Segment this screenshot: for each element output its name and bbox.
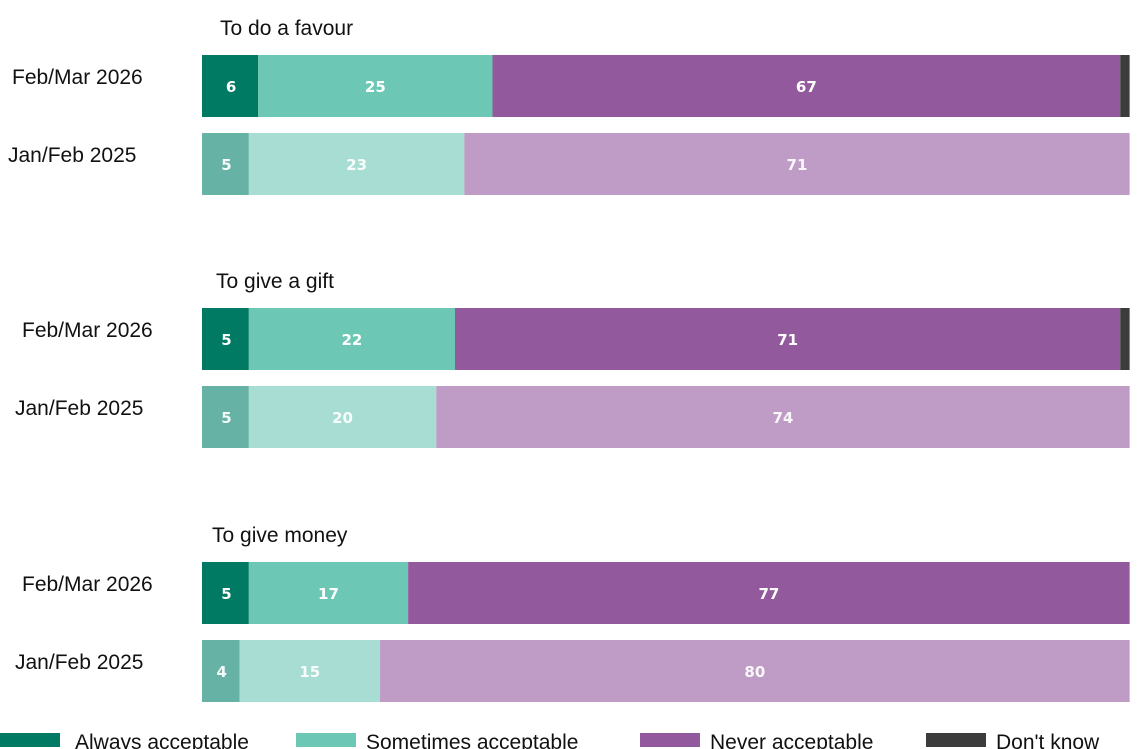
data-label: 77 xyxy=(758,585,779,603)
legend-swatch-never-acceptable xyxy=(640,733,700,747)
data-label: 4 xyxy=(217,663,227,681)
bar-segment-don-t-know xyxy=(1120,55,1130,117)
bar-segment-never-acceptable xyxy=(454,308,1121,370)
bar-segment-always-acceptable xyxy=(202,308,249,370)
data-label: 80 xyxy=(744,663,765,681)
data-label: 6 xyxy=(226,78,236,96)
row-label: Feb/Mar 2026 xyxy=(12,66,143,89)
data-label: 25 xyxy=(365,78,386,96)
bar-segment-sometimes-acceptable xyxy=(248,133,465,195)
bar-segment-always-acceptable xyxy=(202,562,249,624)
legend-label-sometimes-acceptable: Sometimes acceptable xyxy=(366,731,578,749)
row-label: Feb/Mar 2026 xyxy=(22,573,153,596)
data-label: 67 xyxy=(796,78,817,96)
legend-swatch-sometimes-acceptable xyxy=(296,733,356,747)
bar-segment-always-acceptable xyxy=(202,55,259,117)
legend-swatch-always-acceptable xyxy=(0,733,60,747)
bar-segment-never-acceptable xyxy=(380,640,1130,702)
data-label: 74 xyxy=(773,409,794,427)
data-label: 71 xyxy=(777,331,798,349)
bar-segment-never-acceptable xyxy=(492,55,1121,117)
legend-label-never-acceptable: Never acceptable xyxy=(710,731,873,749)
data-label: 5 xyxy=(221,156,231,174)
group-title: To give money xyxy=(212,524,348,547)
group-title: To give a gift xyxy=(216,270,334,293)
data-label: 5 xyxy=(221,585,231,603)
data-label: 71 xyxy=(787,156,808,174)
bar-segment-sometimes-acceptable xyxy=(248,386,437,448)
bar-segment-sometimes-acceptable xyxy=(258,55,493,117)
data-label: 5 xyxy=(221,331,231,349)
data-label: 23 xyxy=(346,156,367,174)
legend-swatch-don-t-know xyxy=(926,733,986,747)
row-label: Jan/Feb 2025 xyxy=(8,144,136,167)
bar-segment-don-t-know xyxy=(1120,308,1130,370)
data-label: 5 xyxy=(221,409,231,427)
data-label: 15 xyxy=(299,663,320,681)
row-label: Feb/Mar 2026 xyxy=(22,319,153,342)
bar-segment-always-acceptable xyxy=(202,133,249,195)
group-title: To do a favour xyxy=(220,17,353,40)
bar-segment-never-acceptable xyxy=(436,386,1130,448)
row-label: Jan/Feb 2025 xyxy=(15,397,143,420)
data-label: 20 xyxy=(332,409,353,427)
bar-segment-always-acceptable xyxy=(202,386,249,448)
legend-label-always-acceptable: Always acceptable xyxy=(75,731,249,749)
bar-segment-always-acceptable xyxy=(202,640,240,702)
bar-segment-sometimes-acceptable xyxy=(239,640,381,702)
data-label: 17 xyxy=(318,585,339,603)
legend-label-don-t-know: Don't know xyxy=(996,731,1100,749)
row-label: Jan/Feb 2025 xyxy=(15,651,143,674)
bar-segment-sometimes-acceptable xyxy=(248,562,409,624)
bar-segment-sometimes-acceptable xyxy=(248,308,455,370)
data-label: 22 xyxy=(341,331,362,349)
bar-segment-never-acceptable xyxy=(464,133,1130,195)
bar-segment-never-acceptable xyxy=(408,562,1130,624)
